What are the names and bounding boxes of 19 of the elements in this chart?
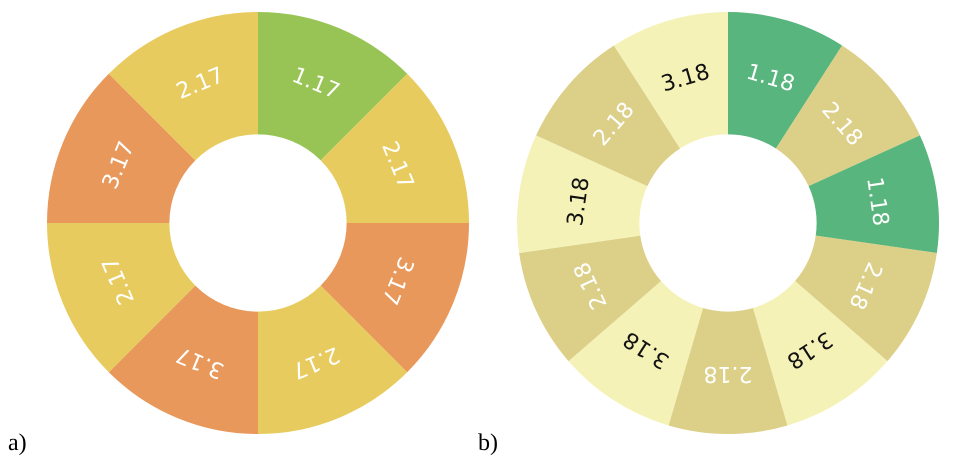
text: b) <box>478 430 498 457</box>
slice-label: 1.18 <box>861 176 893 228</box>
slice-label: 2.17 <box>98 253 140 308</box>
slice-label: 3.17 <box>172 341 228 384</box>
slice-label: 2.18 <box>569 258 613 314</box>
slice-label: 3.18 <box>563 176 595 228</box>
slice-label: 3.18 <box>619 326 674 374</box>
slice-label: 2.18 <box>704 361 752 386</box>
slice-label: 2.17 <box>376 138 418 193</box>
slice-label: 3.18 <box>782 326 837 374</box>
slice-label: 1.18 <box>743 60 798 98</box>
slice-label: 3.17 <box>376 253 418 308</box>
slice-label: 3.18 <box>658 60 713 98</box>
slice-label: 2.17 <box>288 341 344 384</box>
slice-label: 3.17 <box>98 138 140 193</box>
slice-label: 2.17 <box>172 62 228 105</box>
slice-label: 1.17 <box>288 62 344 105</box>
text: a) <box>8 430 27 457</box>
slice-label: 2.18 <box>843 258 887 314</box>
